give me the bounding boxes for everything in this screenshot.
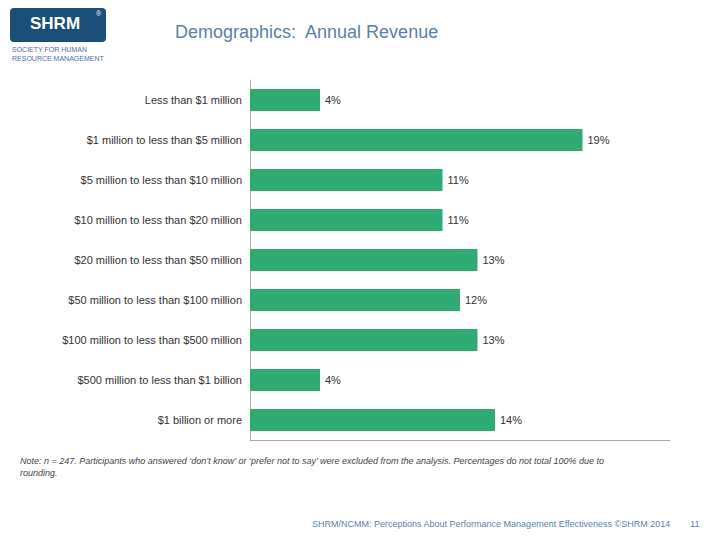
svg-text:RESOURCE MANAGEMENT: RESOURCE MANAGEMENT (12, 55, 105, 62)
svg-text:$20 million to less than $50 m: $20 million to less than $50 million (74, 254, 242, 266)
svg-text:Less than $1 million: Less than $1 million (145, 94, 242, 106)
svg-text:$50 million to less than $100: $50 million to less than $100 million (68, 294, 242, 306)
svg-text:SOCIETY FOR HUMAN: SOCIETY FOR HUMAN (12, 46, 87, 53)
svg-text:14%: 14% (500, 414, 522, 426)
svg-text:19%: 19% (588, 134, 610, 146)
svg-text:$1 billion or more: $1 billion or more (158, 414, 242, 426)
svg-text:$1 million to less than $5 mil: $1 million to less than $5 million (87, 134, 242, 146)
svg-text:11%: 11% (448, 214, 469, 226)
svg-text:Note: n = 247. Participants wh: Note: n = 247. Participants who answered… (20, 456, 604, 466)
svg-text:$5 million to less than $10 mi: $5 million to less than $10 million (81, 174, 242, 186)
svg-text:4%: 4% (325, 374, 341, 386)
svg-text:$10 million to less than $20 m: $10 million to less than $20 million (74, 214, 242, 226)
svg-text:®: ® (96, 10, 102, 17)
svg-text:11%: 11% (448, 174, 469, 186)
svg-text:rounding.: rounding. (20, 468, 58, 478)
svg-text:Demographics: Annual Revenue: Demographics: Annual Revenue (175, 22, 438, 42)
svg-text:4%: 4% (325, 94, 341, 106)
svg-text:SHRM: SHRM (30, 14, 80, 33)
svg-text:13%: 13% (483, 334, 505, 346)
svg-text:$100 million to less than $500: $100 million to less than $500 million (62, 334, 242, 346)
svg-text:SHRM/NCMM: Perceptions About P: SHRM/NCMM: Perceptions About Performance… (312, 519, 699, 529)
svg-text:12%: 12% (465, 294, 487, 306)
svg-text:$500 million to less than $1 b: $500 million to less than $1 billion (78, 374, 243, 386)
svg-text:13%: 13% (483, 254, 505, 266)
